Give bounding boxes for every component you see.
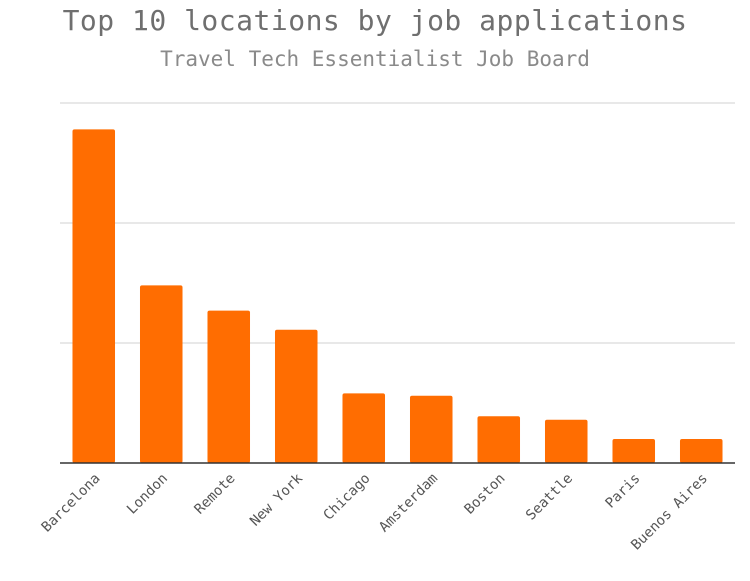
bar-amsterdam[interactable] xyxy=(409,395,453,463)
chart-subtitle: Travel Tech Essentialist Job Board xyxy=(160,47,590,71)
bar-barcelona[interactable] xyxy=(72,129,116,463)
bar-buenos-aires[interactable] xyxy=(679,439,723,463)
chart-title: Top 10 locations by job applications xyxy=(62,4,688,37)
x-tick-label: Boston xyxy=(462,471,509,518)
bar-boston[interactable] xyxy=(477,416,521,463)
x-tick-label: Chicago xyxy=(321,471,374,524)
bar-paris[interactable] xyxy=(612,439,656,463)
x-tick-label: Seattle xyxy=(523,471,576,524)
x-tick-label: Amsterdam xyxy=(376,471,441,536)
bar-seattle[interactable] xyxy=(544,419,588,463)
x-tick-label: London xyxy=(124,471,171,518)
x-tick-label: Barcelona xyxy=(39,471,104,536)
bar-london[interactable] xyxy=(139,285,183,463)
x-tick-label: Paris xyxy=(602,471,643,512)
bar-new-york[interactable] xyxy=(274,329,318,463)
bar-remote[interactable] xyxy=(207,310,251,463)
bar-chicago[interactable] xyxy=(342,393,386,463)
x-tick-label: Remote xyxy=(192,471,239,518)
x-tick-label: New York xyxy=(247,470,306,529)
